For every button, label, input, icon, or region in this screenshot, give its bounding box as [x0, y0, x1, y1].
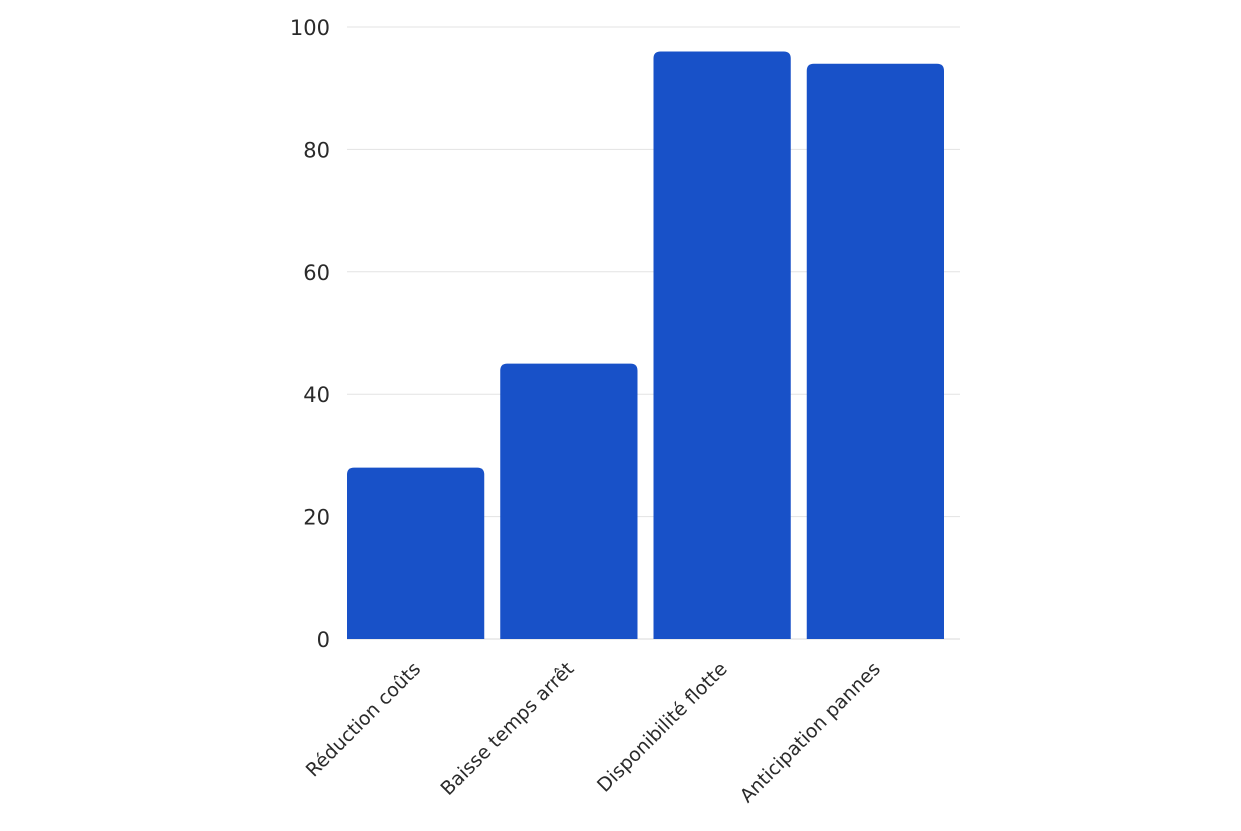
- y-tick-label: 80: [303, 138, 330, 162]
- bar: [347, 467, 485, 639]
- y-tick-label: 60: [303, 261, 330, 285]
- bars-layer: [347, 51, 944, 640]
- y-tick-label: 100: [290, 16, 330, 40]
- bar: [653, 51, 791, 640]
- bar: [500, 363, 638, 639]
- x-axis-labels: Réduction coûts Baisse temps arrêt Disponi…: [302, 658, 885, 807]
- bar: [806, 63, 944, 640]
- y-axis-ticks: 0 20 40 60 80 100: [290, 16, 330, 652]
- x-tick-label: Disponibilité flotte: [593, 658, 732, 797]
- x-tick-label: Anticipation pannes: [736, 658, 885, 807]
- y-tick-label: 0: [317, 628, 330, 652]
- x-tick-label: Réduction coûts: [302, 658, 425, 781]
- x-tick-label: Baisse temps arrêt: [436, 658, 578, 800]
- y-tick-label: 40: [303, 383, 330, 407]
- y-tick-label: 20: [303, 506, 330, 530]
